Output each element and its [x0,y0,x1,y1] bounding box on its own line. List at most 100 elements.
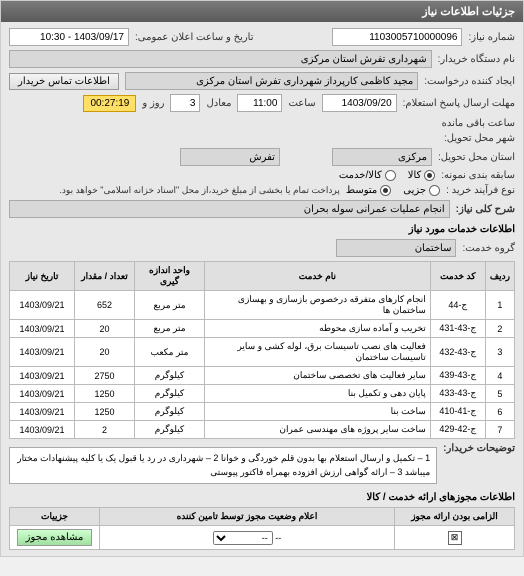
auth-table: الزامی بودن ارائه مجوز اعلام وضعیت مجوز … [9,507,515,550]
purchase-medium-radio[interactable]: متوسط [346,185,391,196]
services-header: اطلاعات خدمات مورد نیاز [9,224,515,235]
delivery-province: مرکزی [332,148,432,166]
delivery-place-label: شهر محل تحویل: [444,133,515,144]
cell-qty: 1250 [75,403,135,421]
remaining-suffix: ساعت باقی مانده [442,118,515,129]
radio-dot-icon [429,185,440,196]
buyer-field: شهرداری تفرش استان مرکزی [9,50,432,68]
cell-unit: متر مربع [135,291,205,320]
desc-value: انجام عملیات عمرانی سوله بحران [9,200,450,218]
cell-code: ج-43-433 [430,385,485,403]
purchase-partial-label: جزیی [403,185,426,196]
sample-label: سابقه بندی نمونه: [441,170,515,181]
radio-dot-icon [385,170,396,181]
deadline-date: 1403/09/20 [322,94,397,112]
auth-row: ⊠ -- -- مشاهده مجوز [10,526,515,550]
auth-col-status: اعلام وضعیت مجوز توسط تامین کننده [100,508,395,526]
row-delivery: استان محل تحویل: مرکزی تفرش [9,148,515,166]
contact-button[interactable]: اطلاعات تماس خریدار [9,73,119,90]
cell-idx: 6 [485,403,514,421]
cell-idx: 4 [485,367,514,385]
row-creator: ایجاد کننده درخواست: مجید کاظمی کارپرداز… [9,72,515,90]
services-table: ردیف کد خدمت نام خدمت واحد اندازه گیری ت… [9,261,515,439]
cell-unit: متر مکعب [135,338,205,367]
cell-code: ج-44 [430,291,485,320]
table-row: 1ج-44انجام کارهای متفرقه درخصوص بازسازی … [10,291,515,320]
desc-label: شرح کلی نیاز: [456,204,515,215]
row-group: گروه خدمت: ساختمان [9,239,515,257]
col-date: تاریخ نیاز [10,262,75,291]
table-row: 6ج-41-410ساخت بناکیلوگرم12501403/09/21 [10,403,515,421]
table-row: 5ج-43-433پایان دهی و تکمیل بناکیلوگرم125… [10,385,515,403]
auth-header-row: الزامی بودن ارائه مجوز اعلام وضعیت مجوز … [10,508,515,526]
col-unit: واحد اندازه گیری [135,262,205,291]
view-auth-button[interactable]: مشاهده مجوز [17,529,93,546]
auth-header: اطلاعات مجوزهای ارائه خدمت / کالا [9,492,515,503]
cell-qty: 652 [75,291,135,320]
deadline-time: 11:00 [237,94,282,112]
table-row: 3ج-43-432فعالیت های نصب تاسیسات برق، لول… [10,338,515,367]
col-qty: تعداد / مقدار [75,262,135,291]
auth-dash: -- [275,533,281,543]
row-desc: شرح کلی نیاز: انجام عملیات عمرانی سوله ب… [9,200,515,218]
cell-name: ساخت بنا [205,403,431,421]
panel-title: جزئیات اطلاعات نیاز [422,6,515,18]
group-value: ساختمان [336,239,456,257]
sample-service-radio[interactable]: کالا/خدمت [339,170,396,181]
cell-date: 1403/09/21 [10,291,75,320]
row-notes: توضیحات خریدار: 1 – تکمیل و ارسال استعلا… [9,443,515,484]
cell-name: سایر فعالیت های تخصصی ساختمان [205,367,431,385]
sample-goods-radio[interactable]: کالا [408,170,436,181]
cell-unit: متر مربع [135,320,205,338]
cell-unit: کیلوگرم [135,367,205,385]
cell-qty: 20 [75,338,135,367]
cell-name: تخریب و آماده سازی محوطه [205,320,431,338]
sample-radio-group: کالا کالا/خدمت [339,170,435,181]
purchase-type-label: نوع فرآیند خرید : [446,185,515,196]
remaining-time: 00:27:19 [83,95,136,112]
cell-code: ج-43-439 [430,367,485,385]
cell-qty: 2750 [75,367,135,385]
cell-date: 1403/09/21 [10,385,75,403]
days-value: 3 [170,94,200,112]
sample-goods-label: کالا [408,170,422,181]
cell-idx: 3 [485,338,514,367]
delivery-city: تفرش [180,148,280,166]
mandatory-checkbox[interactable]: ⊠ [448,531,462,545]
table-header-row: ردیف کد خدمت نام خدمت واحد اندازه گیری ت… [10,262,515,291]
cell-idx: 2 [485,320,514,338]
cell-code: ج-43-431 [430,320,485,338]
table-row: 2ج-43-431تخریب و آماده سازی محوطهمتر مرب… [10,320,515,338]
cell-idx: 7 [485,421,514,439]
row-delivery-place: شهر محل تحویل: [9,133,515,144]
cell-date: 1403/09/21 [10,367,75,385]
row-deadline: مهلت ارسال پاسخ استعلام: 1403/09/20 ساعت… [9,94,515,129]
cell-idx: 5 [485,385,514,403]
table-row: 4ج-43-439سایر فعالیت های تخصصی ساختمانکی… [10,367,515,385]
cell-code: ج-42-429 [430,421,485,439]
row-buyer: نام دستگاه خریدار: شهرداری تفرش استان مر… [9,50,515,68]
main-panel: جزئیات اطلاعات نیاز شماره نیاز: 11030057… [0,0,524,557]
status-select[interactable]: -- [213,531,273,545]
cell-qty: 1250 [75,385,135,403]
remaining-label: روز و [142,98,164,109]
cell-name: انجام کارهای متفرقه درخصوص بازسازی و بهس… [205,291,431,320]
creator-field: مجید کاظمی کارپرداز شهرداری تفرش استان م… [125,72,418,90]
days-label: معادل [206,98,231,109]
row-sample: سابقه بندی نمونه: کالا کالا/خدمت [9,170,515,181]
group-label: گروه خدمت: [462,243,515,254]
row-req-announce: شماره نیاز: 1103005710000096 تاریخ و ساع… [9,28,515,46]
auth-col-action: جزییات [10,508,100,526]
notes-box: 1 – تکمیل و ارسال استعلام بها بدون قلم خ… [9,447,437,484]
panel-header: جزئیات اطلاعات نیاز [1,1,523,22]
cell-date: 1403/09/21 [10,338,75,367]
radio-dot-icon [424,170,435,181]
purchase-partial-radio[interactable]: جزیی [403,185,440,196]
req-no-field: 1103005710000096 [332,28,462,46]
auth-action-cell: مشاهده مجوز [10,526,100,550]
panel-body: شماره نیاز: 1103005710000096 تاریخ و ساع… [1,22,523,556]
cell-qty: 20 [75,320,135,338]
cell-name: ساخت سایر پروژه های مهندسی عمران [205,421,431,439]
announce-label: تاریخ و ساعت اعلان عمومی: [135,32,254,43]
cell-name: پایان دهی و تکمیل بنا [205,385,431,403]
